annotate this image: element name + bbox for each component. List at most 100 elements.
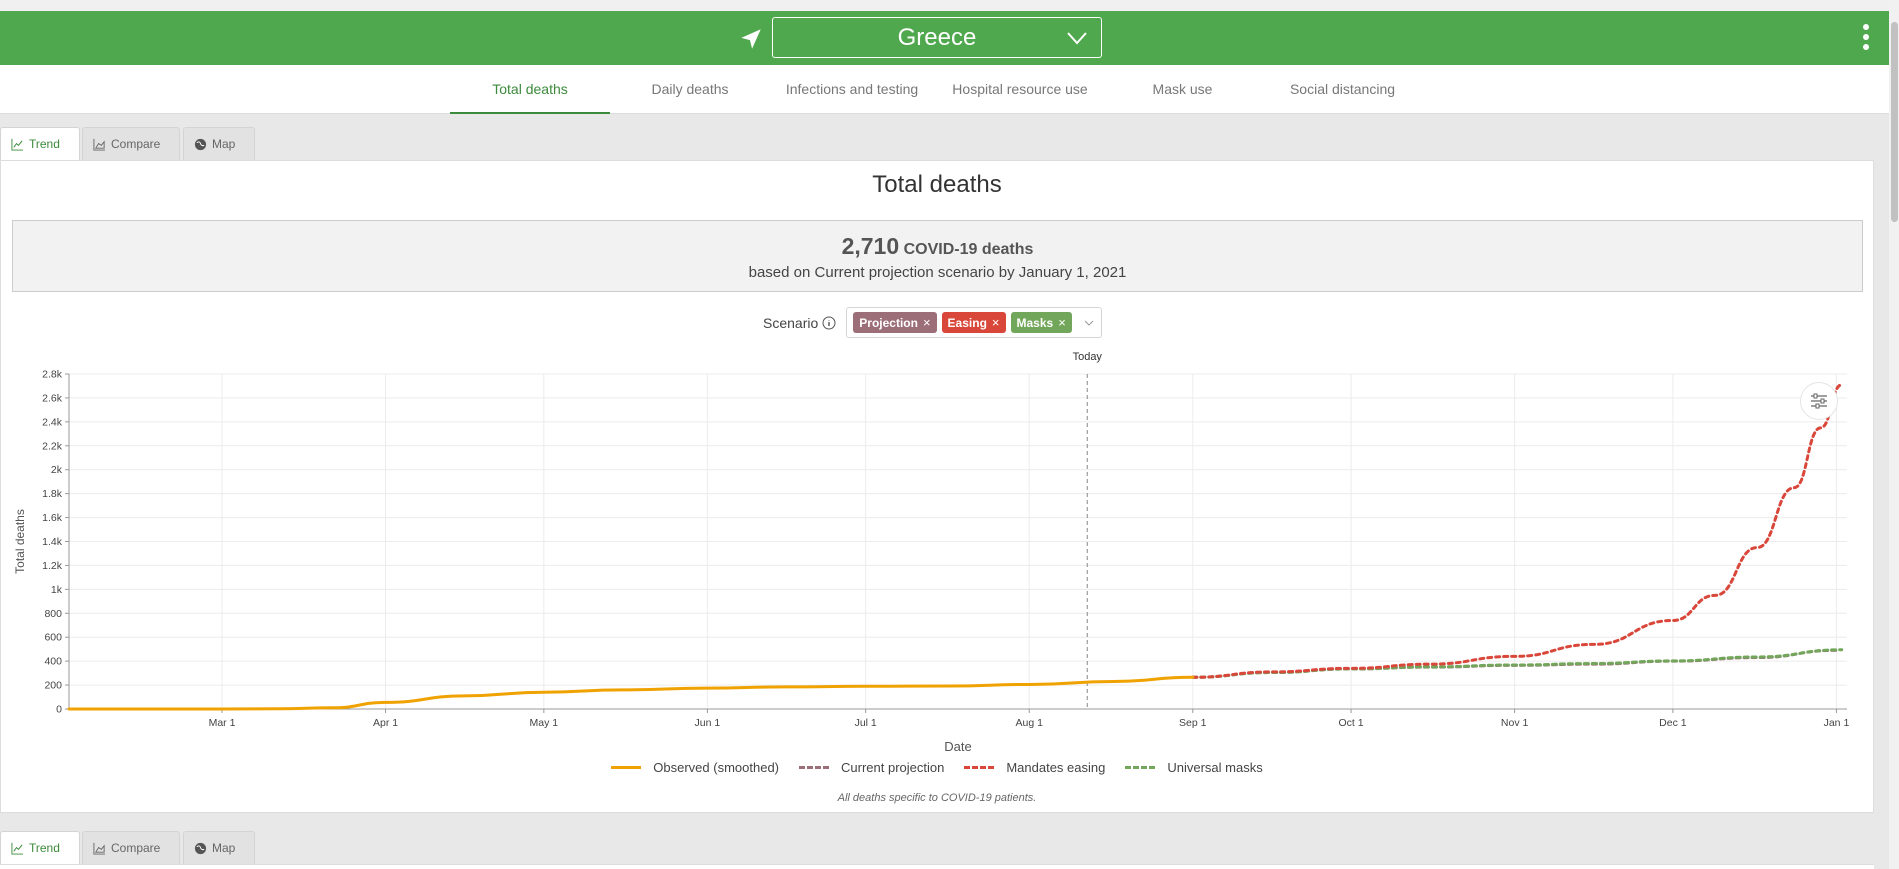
today-label: Today bbox=[1073, 351, 1103, 363]
scrollbar-thumb[interactable] bbox=[1891, 22, 1898, 222]
country-select[interactable]: Greece bbox=[772, 17, 1102, 58]
close-icon[interactable]: × bbox=[1058, 315, 1066, 330]
browser-top-strip bbox=[0, 0, 1889, 11]
tab-compare-label: Compare bbox=[111, 137, 161, 151]
series-line-universal-masks bbox=[1191, 648, 1844, 679]
y-tick-label: 400 bbox=[44, 656, 62, 668]
country-name: Greece bbox=[897, 23, 977, 51]
y-tick-label: 1.8k bbox=[42, 488, 63, 500]
y-tick-label: 1.6k bbox=[42, 512, 63, 524]
x-tick-label: May 1 bbox=[530, 717, 559, 729]
series-line-observed-smoothed bbox=[67, 675, 1195, 711]
summary-subtitle: based on Current projection scenario by … bbox=[748, 264, 1127, 281]
chip-masks-label: Masks bbox=[1016, 315, 1054, 330]
x-tick-label: Dec 1 bbox=[1659, 717, 1687, 729]
tab-trend-label: Trend bbox=[29, 137, 60, 151]
chip-easing[interactable]: Easing × bbox=[941, 312, 1006, 333]
tab-compare[interactable]: Compare bbox=[82, 127, 180, 160]
globe-icon bbox=[194, 138, 207, 150]
area-chart-icon bbox=[93, 842, 106, 855]
x-tick-label: Oct 1 bbox=[1339, 717, 1364, 729]
chevron-down-icon bbox=[1067, 32, 1087, 45]
y-tick-label: 2.4k bbox=[42, 416, 63, 428]
close-icon[interactable]: × bbox=[922, 315, 931, 330]
total-deaths-panel: Total deaths 2,710 COVID-19 deaths based… bbox=[0, 160, 1874, 813]
tab-infections-testing[interactable]: Infections and testing bbox=[785, 81, 919, 97]
scenario-multiselect[interactable]: Projection × Easing × Masks × bbox=[846, 307, 1102, 338]
y-tick-label: 2k bbox=[51, 464, 63, 476]
tab-map-2[interactable]: Map bbox=[183, 831, 255, 864]
chip-projection-label: Projection bbox=[859, 315, 918, 330]
scenario-selector: Scenario Projection × Easing × Masks × bbox=[763, 307, 1102, 338]
location-arrow-icon[interactable] bbox=[738, 26, 764, 52]
sliders-icon bbox=[1811, 393, 1827, 409]
y-tick-label: 1k bbox=[51, 584, 63, 596]
tab-trend-2[interactable]: Trend bbox=[0, 831, 80, 864]
page-scrollbar[interactable] bbox=[1889, 0, 1899, 869]
tab-hospital-resource-use[interactable]: Hospital resource use bbox=[952, 81, 1088, 97]
tab-social-distancing[interactable]: Social distancing bbox=[1289, 81, 1396, 97]
area-chart-icon bbox=[93, 138, 106, 151]
app-header: Greece bbox=[0, 11, 1889, 65]
series-line-mandates-easing bbox=[1191, 383, 1844, 679]
panel-title: Total deaths bbox=[872, 171, 1002, 198]
x-tick-label: Aug 1 bbox=[1015, 717, 1043, 729]
chart-legend: Observed (smoothed) Current projection M… bbox=[0, 760, 1874, 775]
tab-map[interactable]: Map bbox=[183, 127, 255, 160]
y-tick-label: 2.8k bbox=[42, 369, 63, 381]
kebab-menu-icon[interactable] bbox=[1858, 22, 1874, 54]
x-tick-label: Jul 1 bbox=[855, 717, 877, 729]
x-axis-title: Date bbox=[944, 739, 971, 754]
tab-map-2-label: Map bbox=[212, 841, 236, 855]
x-tick-label: Jan 1 bbox=[1824, 717, 1850, 729]
summary-box: 2,710 COVID-19 deaths based on Current p… bbox=[12, 220, 1863, 292]
legend-masks-label: Universal masks bbox=[1167, 760, 1263, 775]
y-axis-title: Total deaths bbox=[13, 509, 27, 574]
total-deaths-chart: 0 200 400 600 800 1k 1.2k 1.4k 1.6k 1.8k 2k 2.2k 2.4… bbox=[13, 351, 1850, 754]
y-tick-label: 2.2k bbox=[42, 440, 63, 452]
chart-footnote: All deaths specific to COVID-19 patients… bbox=[837, 792, 1037, 804]
tab-map-label: Map bbox=[212, 137, 236, 151]
legend-observed[interactable]: Observed (smoothed) bbox=[611, 760, 779, 775]
y-tick-label: 2.6k bbox=[42, 392, 63, 404]
y-tick-label: 200 bbox=[44, 680, 62, 692]
legend-current-projection[interactable]: Current projection bbox=[799, 760, 944, 775]
y-tick-label: 1.2k bbox=[42, 560, 63, 572]
globe-icon bbox=[194, 842, 207, 854]
info-icon[interactable] bbox=[822, 316, 836, 330]
line-chart-icon bbox=[11, 138, 24, 151]
x-tick-label: Sep 1 bbox=[1179, 717, 1207, 729]
legend-observed-label: Observed (smoothed) bbox=[653, 760, 780, 775]
chip-projection[interactable]: Projection × bbox=[853, 312, 937, 333]
legend-universal-masks[interactable]: Universal masks bbox=[1125, 760, 1263, 775]
chip-easing-label: Easing bbox=[947, 315, 987, 330]
tab-compare-2-label: Compare bbox=[111, 841, 161, 855]
legend-mandates-easing[interactable]: Mandates easing bbox=[964, 760, 1105, 775]
tab-trend-2-label: Trend bbox=[29, 841, 60, 855]
chart-settings-button[interactable] bbox=[1800, 382, 1838, 420]
metric-tabs: Total deaths Daily deaths Infections and… bbox=[0, 65, 1889, 114]
legend-projection-label: Current projection bbox=[841, 760, 945, 775]
tab-mask-use[interactable]: Mask use bbox=[1152, 81, 1213, 97]
summary-label: COVID-19 deaths bbox=[903, 241, 1034, 258]
summary-number: 2,710 bbox=[841, 233, 900, 259]
x-tick-label: Mar 1 bbox=[209, 717, 236, 729]
scenario-label: Scenario bbox=[763, 314, 819, 331]
tab-total-deaths[interactable]: Total deaths bbox=[450, 65, 610, 114]
line-chart-icon bbox=[11, 842, 24, 855]
legend-easing-label: Mandates easing bbox=[1006, 760, 1106, 775]
y-tick-label: 800 bbox=[44, 608, 62, 620]
tab-daily-deaths[interactable]: Daily deaths bbox=[651, 81, 729, 97]
y-tick-label: 600 bbox=[44, 632, 62, 644]
y-tick-label: 1.4k bbox=[42, 536, 63, 548]
chevron-down-icon[interactable] bbox=[1083, 317, 1095, 329]
tab-trend[interactable]: Trend bbox=[0, 127, 80, 160]
tab-compare-2[interactable]: Compare bbox=[82, 831, 180, 864]
next-panel bbox=[0, 864, 1874, 869]
close-icon[interactable]: × bbox=[991, 315, 1000, 330]
x-tick-label: Apr 1 bbox=[373, 717, 398, 729]
x-tick-label: Jun 1 bbox=[695, 717, 721, 729]
y-tick-label: 0 bbox=[56, 704, 62, 716]
x-tick-label: Nov 1 bbox=[1501, 717, 1529, 729]
chip-masks[interactable]: Masks × bbox=[1010, 312, 1072, 333]
